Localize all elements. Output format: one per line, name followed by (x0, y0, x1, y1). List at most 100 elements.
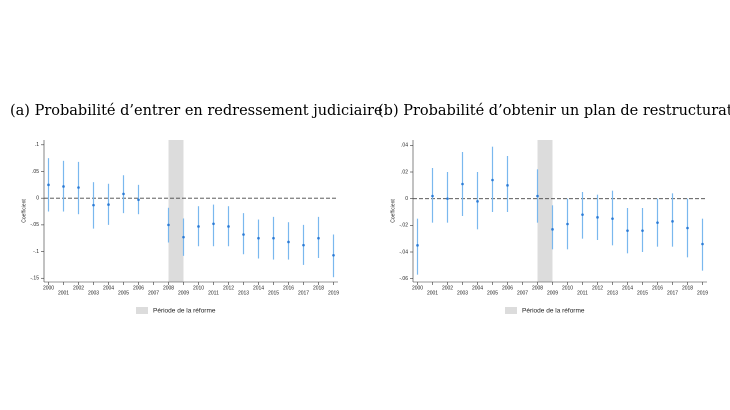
x-tick-label: 2013 (607, 290, 618, 296)
point-estimate (287, 240, 290, 244)
point-estimate (626, 229, 629, 232)
x-tick-label: 2000 (43, 285, 54, 291)
point-estimate (596, 216, 599, 219)
point-estimate (701, 242, 704, 246)
y-axis-label: Coefficient (21, 199, 27, 223)
point-estimate (476, 200, 479, 203)
point-estimate (92, 203, 95, 207)
point-estimate (317, 236, 320, 240)
point-estimate (656, 221, 659, 224)
x-tick-label: 2016 (652, 285, 663, 291)
x-tick-label: 2008 (532, 285, 543, 291)
x-tick-label: 2005 (118, 290, 129, 296)
point-estimate (242, 233, 245, 236)
y-tick-label: 0 (36, 196, 39, 202)
x-tick-label: 2018 (682, 285, 693, 291)
x-tick-label: 2006 (133, 285, 144, 291)
point-estimate (686, 226, 689, 230)
x-tick-label: 2009 (178, 290, 189, 296)
point-estimate (137, 198, 140, 202)
point-estimate (77, 186, 80, 189)
x-tick-label: 2008 (163, 285, 174, 291)
point-estimate (536, 194, 539, 198)
point-estimate (641, 229, 644, 232)
y-tick-label: -.06 (399, 276, 408, 282)
point-estimate (332, 254, 335, 257)
y-tick-label: -.02 (399, 223, 408, 229)
chart-title: (b) Probabilité d’obtenir un plan de res… (378, 103, 730, 119)
y-axis-label: Coefficient (390, 199, 396, 223)
x-tick-label: 2000 (412, 285, 423, 291)
y-tick-label: -.1 (33, 249, 39, 255)
x-tick-label: 2003 (88, 290, 99, 296)
point-estimate (257, 236, 260, 240)
x-tick-label: 2011 (577, 290, 588, 296)
x-tick-label: 2005 (487, 290, 498, 296)
legend-label: Période de la réforme (522, 308, 585, 315)
point-estimate (227, 225, 230, 228)
point-estimate (212, 222, 215, 226)
y-tick-label: -.04 (399, 249, 408, 255)
x-tick-label: 2010 (562, 285, 573, 291)
x-tick-label: 2016 (283, 285, 294, 291)
legend-label: Période de la réforme (153, 308, 216, 315)
x-tick-label: 2004 (103, 285, 114, 291)
x-tick-label: 2011 (208, 290, 219, 296)
y-tick-label: -.05 (30, 222, 39, 228)
point-estimate (611, 217, 614, 220)
x-tick-label: 2007 (517, 290, 528, 296)
point-estimate (47, 183, 50, 187)
x-tick-label: 2018 (313, 285, 324, 291)
point-estimate (272, 236, 275, 240)
x-tick-label: 2001 (427, 290, 438, 296)
point-estimate (62, 185, 65, 188)
legend-swatch (136, 307, 148, 314)
x-tick-label: 2009 (547, 290, 558, 296)
y-tick-label: .1 (35, 142, 39, 148)
point-estimate (491, 178, 494, 182)
point-estimate (551, 228, 554, 231)
reform-band (168, 140, 184, 282)
x-tick-label: 2002 (73, 285, 84, 291)
x-tick-label: 2001 (58, 290, 69, 296)
point-estimate (302, 243, 305, 247)
x-tick-label: 2006 (502, 285, 513, 291)
x-tick-label: 2007 (148, 290, 159, 296)
x-tick-label: 2019 (328, 290, 339, 296)
point-estimate (416, 244, 419, 247)
point-estimate (461, 182, 464, 186)
point-estimate (431, 194, 434, 198)
reform-band (537, 140, 553, 282)
y-tick-label: .02 (401, 169, 408, 175)
point-estimate (671, 220, 674, 223)
y-tick-label: -.15 (30, 276, 39, 282)
x-tick-label: 2019 (697, 290, 708, 296)
point-estimate (446, 197, 449, 200)
x-tick-label: 2002 (442, 285, 453, 291)
point-estimate (122, 192, 125, 196)
x-tick-label: 2014 (622, 285, 633, 291)
x-tick-label: 2012 (223, 285, 234, 291)
point-estimate (581, 213, 584, 216)
x-tick-label: 2004 (472, 285, 483, 291)
x-tick-label: 2014 (253, 285, 264, 291)
point-estimate (197, 225, 200, 228)
point-estimate (506, 184, 509, 187)
legend-swatch (505, 307, 517, 314)
y-tick-label: 0 (405, 196, 408, 202)
x-tick-label: 2017 (298, 290, 309, 296)
x-tick-label: 2003 (457, 290, 468, 296)
y-tick-label: .04 (401, 143, 408, 149)
point-estimate (167, 223, 170, 227)
point-estimate (107, 203, 110, 206)
x-tick-label: 2017 (667, 290, 678, 296)
x-tick-label: 2013 (238, 290, 249, 296)
x-tick-label: 2015 (268, 290, 279, 296)
y-tick-label: .05 (32, 169, 39, 175)
point-estimate (566, 222, 569, 226)
x-tick-label: 2015 (637, 290, 648, 296)
point-estimate (182, 235, 185, 239)
chart-title: (a) Probabilité d’entrer en redressement… (10, 103, 383, 119)
x-tick-label: 2010 (193, 285, 204, 291)
